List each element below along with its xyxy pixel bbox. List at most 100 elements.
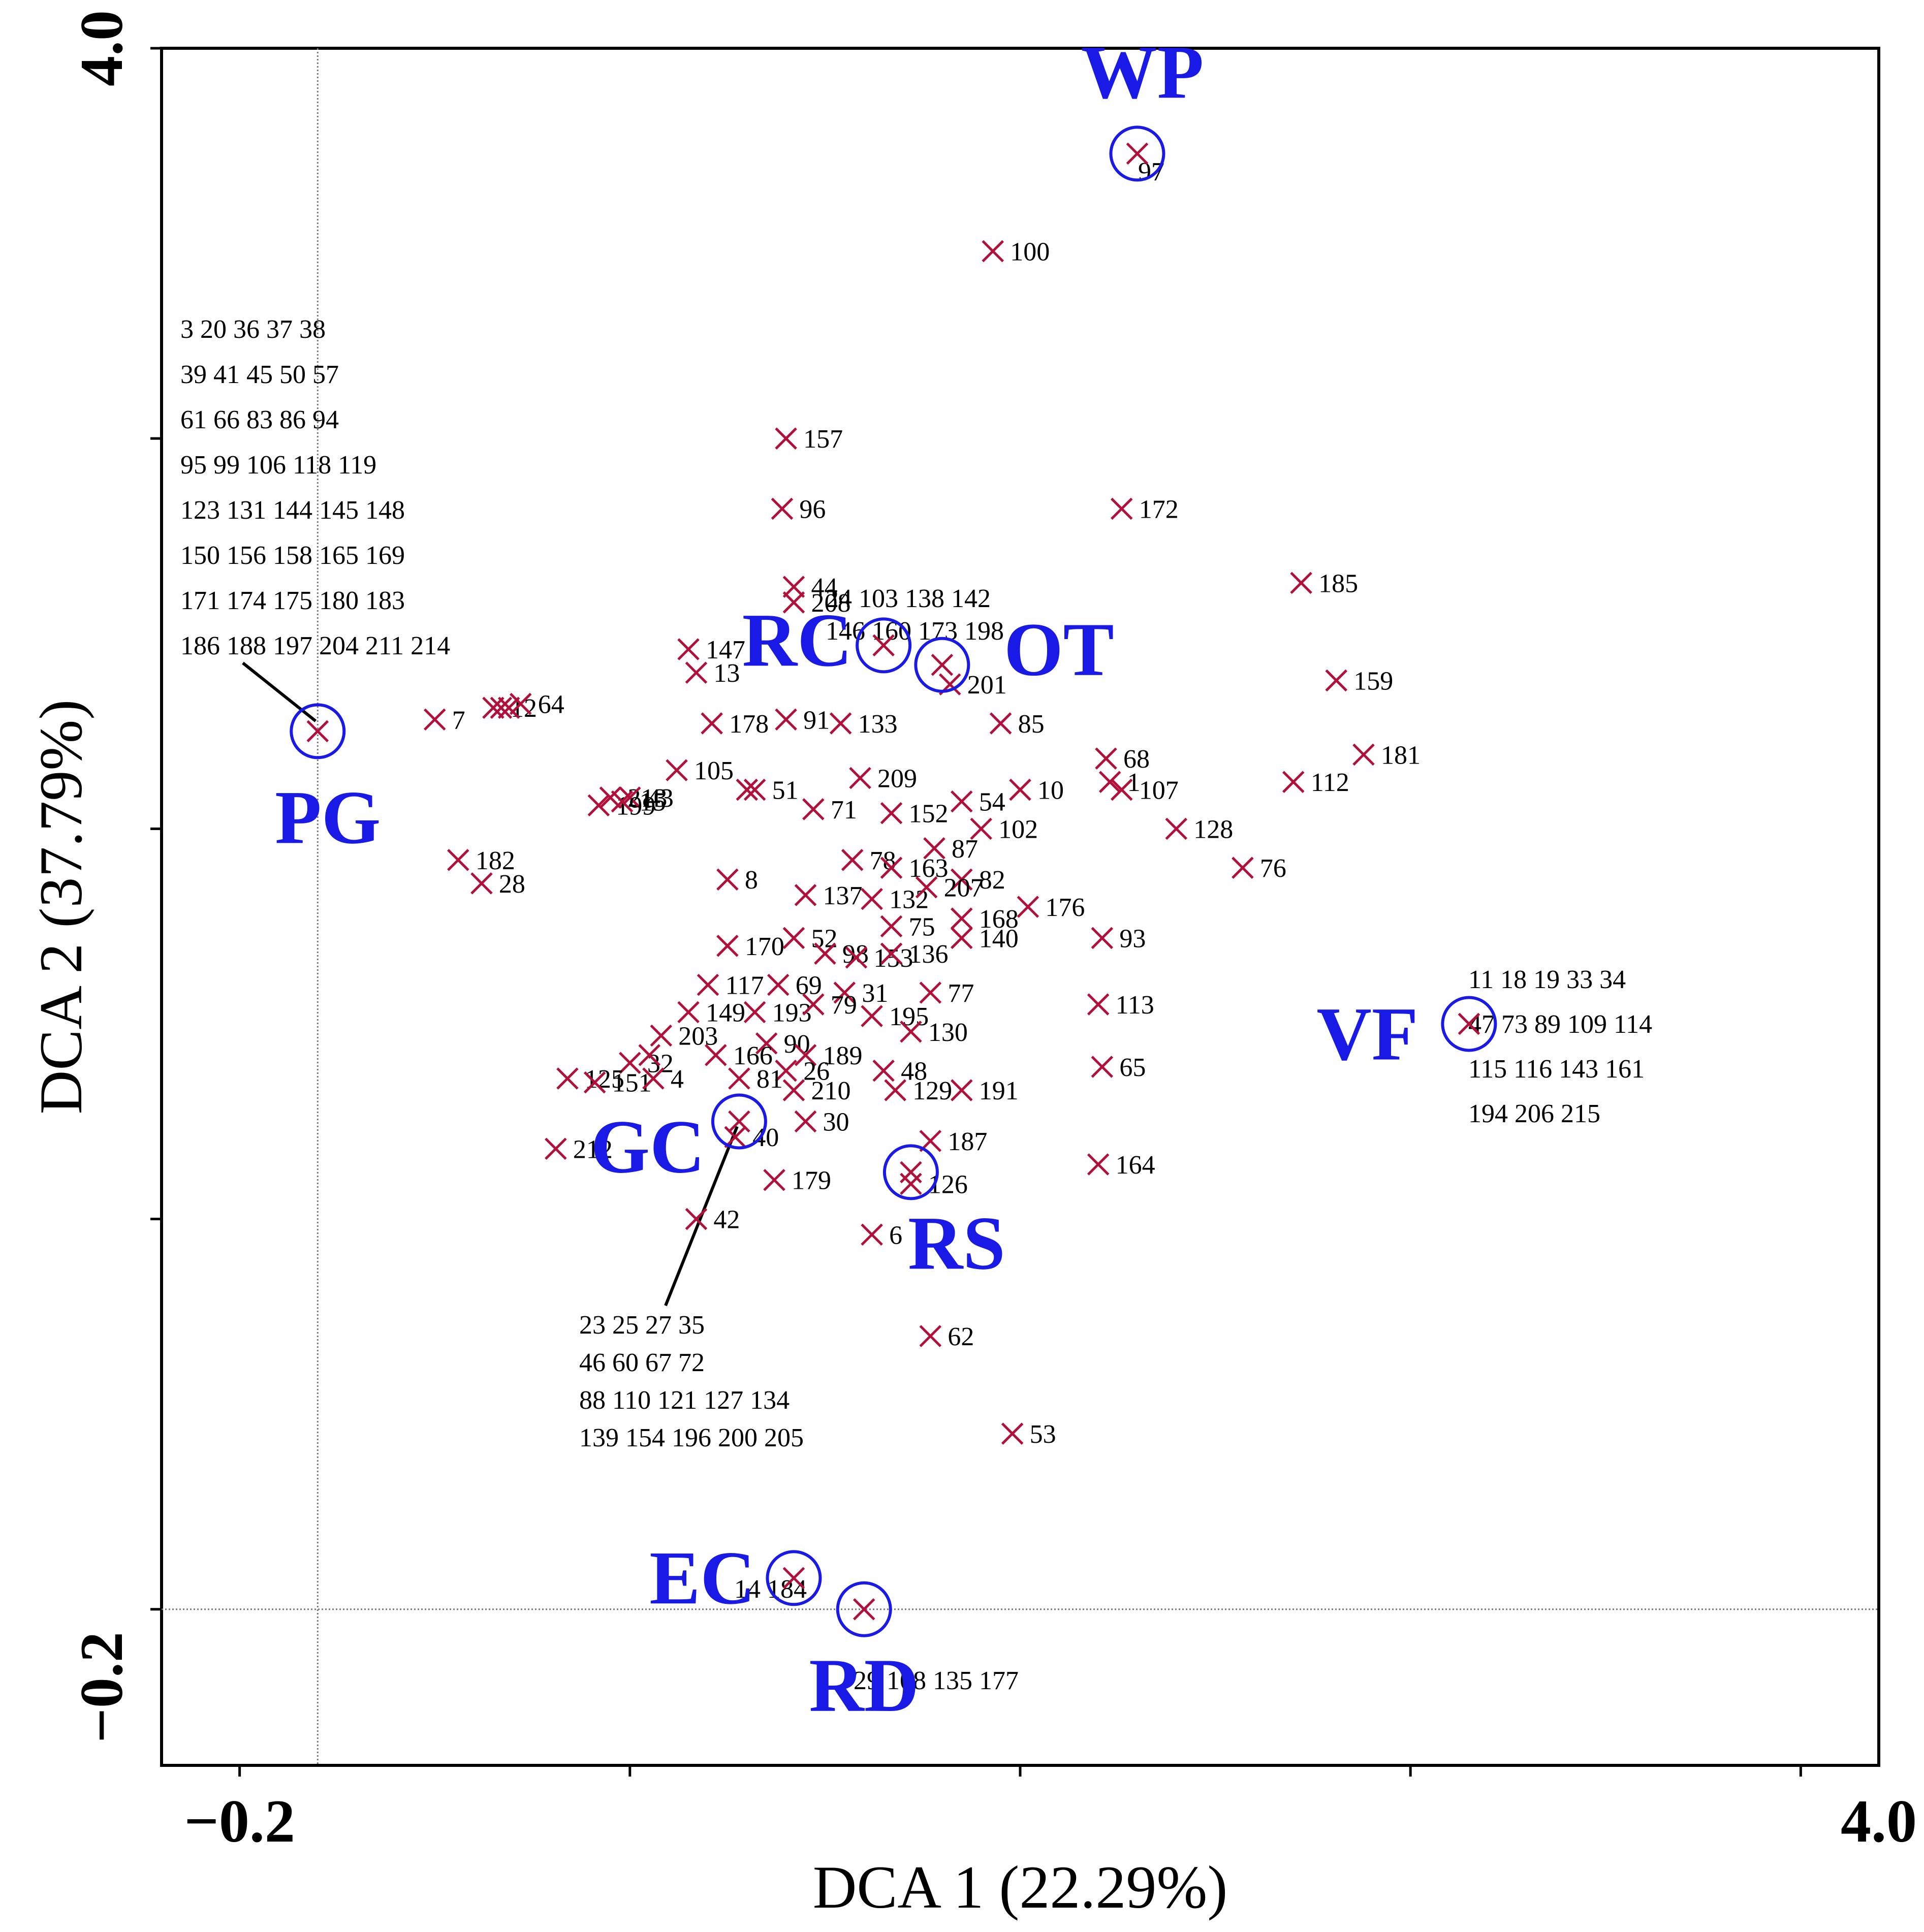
point-label: 170 (745, 932, 784, 961)
member-list-rd: 29 108 135 177 (854, 1666, 1019, 1695)
point-marker-stroke (482, 696, 504, 719)
point-label: 96 (799, 495, 826, 524)
sample-point (771, 497, 794, 520)
sample-point (1325, 669, 1347, 692)
point-label: 195 (889, 1002, 929, 1031)
point-label: 54 (979, 788, 1005, 817)
point-marker-stroke (705, 1044, 727, 1066)
group-centroid: GC (590, 1093, 767, 1189)
group-centroid: RD (809, 1581, 919, 1728)
point-marker-stroke (743, 1001, 766, 1024)
point-marker-stroke (685, 661, 708, 684)
point-marker-stroke (1017, 896, 1039, 918)
point-marker-stroke (763, 1168, 785, 1191)
sample-point (919, 1325, 942, 1347)
sample-point (556, 1067, 579, 1090)
point-marker-stroke (951, 1079, 973, 1101)
member-list-line: 171 174 175 180 183 (180, 586, 405, 615)
point-marker-stroke (1110, 778, 1133, 801)
centroid-circle (290, 703, 346, 759)
point-label: 8 (745, 866, 758, 895)
member-list-line: 47 73 89 109 114 (1468, 1010, 1652, 1039)
point-marker-stroke (447, 849, 469, 871)
point-marker-stroke (923, 837, 945, 860)
sample-point (677, 1001, 700, 1024)
point-marker-stroke (685, 1208, 708, 1230)
point-label: 157 (803, 425, 843, 454)
point-marker-stroke (775, 427, 797, 450)
sample-point (923, 837, 945, 860)
point-marker-stroke (802, 993, 825, 1016)
point-label: 100 (1010, 237, 1050, 266)
point-label: 53 (1030, 1420, 1056, 1449)
centroid-marker-stroke (1458, 1012, 1480, 1035)
member-list-line: 115 116 143 161 (1468, 1055, 1645, 1084)
sample-point (705, 1044, 727, 1066)
member-list-line: 146 160 173 198 (826, 617, 1004, 646)
point-marker-stroke (861, 888, 883, 910)
sample-point (829, 712, 852, 735)
member-list-line: 150 156 158 165 169 (180, 541, 405, 570)
point-marker-stroke (1095, 747, 1117, 770)
centroid-marker-stroke (782, 1567, 805, 1590)
point-marker-stroke (716, 935, 739, 957)
sample-point (724, 1126, 746, 1148)
point-marker-stroke (1091, 1056, 1114, 1078)
point-marker-stroke (650, 1024, 673, 1047)
sample-points: 1001579617244208185147132011597126491178… (423, 237, 1421, 1449)
point-marker-stroke (642, 1067, 665, 1090)
point-marker-stroke (470, 872, 493, 895)
point-marker-stroke (767, 973, 790, 996)
sample-point (685, 661, 708, 684)
point-label: 93 (1119, 924, 1146, 953)
sample-point (697, 973, 719, 996)
sample-point (1095, 747, 1117, 770)
sample-point (861, 1005, 883, 1027)
point-label: 199 (616, 791, 655, 820)
group-centroid: VF (1316, 992, 1497, 1076)
sample-point (841, 849, 864, 871)
point-label: 181 (1381, 741, 1421, 770)
point-label: 102 (998, 815, 1038, 844)
centroid-circle (914, 637, 970, 693)
sample-point (919, 981, 942, 1004)
point-marker-stroke (814, 942, 836, 965)
sample-point (447, 849, 469, 871)
point-label: 185 (1318, 569, 1358, 598)
point-label: 140 (979, 924, 1019, 953)
centroid-circle (711, 1093, 767, 1150)
sample-point (1001, 1422, 1024, 1445)
member-list-line: 3 20 36 37 38 (180, 315, 326, 344)
point-marker-stroke (583, 1071, 606, 1094)
sample-point (814, 942, 836, 965)
x-axis-title: DCA 1 (22.29%) (813, 1853, 1228, 1921)
member-list-line: 23 25 27 35 (579, 1311, 705, 1340)
sample-point (794, 1110, 817, 1133)
group-centroid: WP (1081, 30, 1204, 182)
point-label: 210 (811, 1076, 850, 1105)
point-marker-stroke (872, 1059, 895, 1082)
point-marker-stroke (861, 1005, 883, 1027)
point-label: 42 (713, 1206, 740, 1234)
group-centroid: EC (649, 1536, 822, 1620)
point-marker-stroke (794, 1044, 817, 1066)
sample-point (775, 427, 797, 450)
sample-point (497, 696, 520, 719)
point-marker-stroke (1165, 817, 1188, 840)
reference-lines (162, 48, 1879, 1765)
point-label: 163 (909, 854, 949, 883)
sample-point (1098, 771, 1121, 793)
point-label: 26 (803, 1057, 830, 1086)
point-marker-stroke (611, 790, 634, 813)
point-marker-stroke (861, 1223, 883, 1246)
sample-point (872, 1059, 895, 1082)
point-marker-stroke (794, 1110, 817, 1133)
pg-leader-line (242, 661, 317, 722)
sample-point (782, 576, 805, 598)
centroid-marker-stroke (306, 720, 329, 743)
point-marker-stroke (1087, 993, 1110, 1016)
sample-point (1087, 1153, 1110, 1176)
sample-point (951, 868, 973, 891)
point-label: 176 (1045, 893, 1085, 922)
group-centroids: WP RC OT PG VF GC RS EC RD (275, 30, 1497, 1728)
